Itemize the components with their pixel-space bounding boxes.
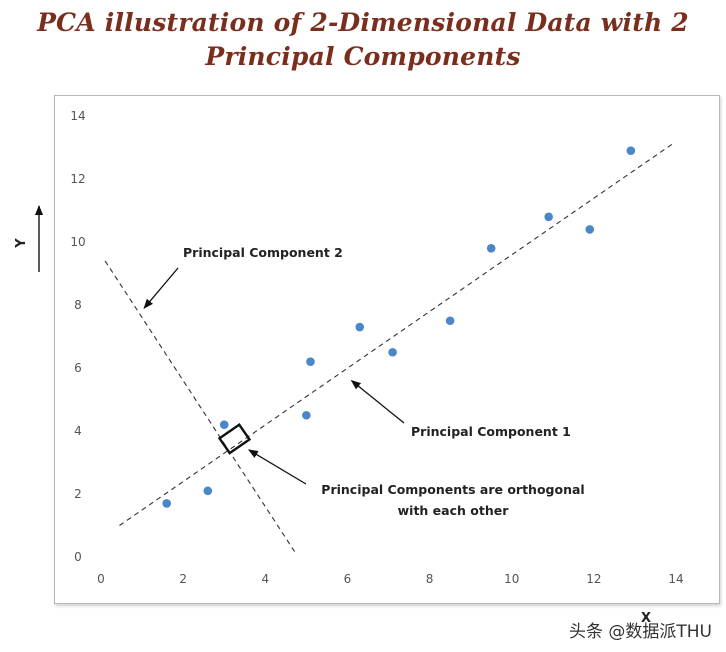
chart-frame	[54, 95, 720, 604]
data-points	[162, 146, 636, 508]
right-angle-marker	[217, 422, 252, 455]
x-axis-label: X	[641, 611, 651, 626]
annotation-arrow-orth	[247, 449, 307, 485]
x-tick-label: 8	[426, 572, 434, 586]
x-tick-label: 12	[586, 572, 601, 586]
data-point	[306, 357, 315, 367]
y-tick-label: 4	[74, 424, 82, 438]
data-point	[544, 212, 553, 222]
data-point	[355, 322, 365, 332]
x-tick-label: 14	[668, 572, 683, 586]
principal-component-1-line	[119, 143, 673, 526]
watermark: 头条 @数据派THU	[568, 622, 712, 642]
annotation-arrow-pc2	[143, 267, 179, 309]
data-point	[162, 499, 172, 508]
y-tick-label: 6	[74, 361, 82, 375]
y-tick-label: 2	[74, 487, 82, 501]
y-tick-label: 10	[70, 235, 85, 249]
y-axis-label: Y	[14, 238, 29, 249]
data-point	[486, 244, 496, 253]
principal-component-lines	[104, 143, 673, 555]
annotation-pc2: Principal Component 2	[183, 245, 343, 260]
data-point	[388, 347, 397, 357]
x-tick-label: 0	[97, 572, 105, 586]
data-point	[203, 486, 213, 496]
x-tick-label: 10	[504, 572, 519, 586]
x-tick-label: 2	[179, 572, 187, 586]
annotation-arrows	[143, 267, 405, 485]
data-point	[219, 420, 229, 430]
annotation-arrow-pc1	[350, 379, 405, 424]
y-tick-label: 0	[74, 550, 82, 564]
principal-component-2-line	[104, 260, 297, 555]
y-axis-tick-labels: 0 2 4 6 8 10 12 14	[70, 109, 85, 564]
x-axis-tick-labels: 0 2 4 6 8 10 12 14	[97, 572, 683, 586]
y-tick-label: 14	[70, 109, 85, 123]
y-tick-label: 8	[74, 298, 82, 312]
x-tick-label: 4	[261, 572, 269, 586]
right-angle-marker-group	[217, 422, 252, 455]
annotation-orthogonal-line-1: Principal Components are orthogonal	[321, 482, 584, 497]
data-point	[445, 316, 455, 326]
y-tick-label: 12	[70, 172, 85, 186]
data-point	[626, 146, 636, 155]
data-point	[585, 225, 595, 234]
x-tick-label: 6	[344, 572, 352, 586]
data-point	[302, 410, 311, 420]
annotation-orthogonal-line-2: with each other	[398, 503, 510, 518]
chart-title-line-1: PCA illustration of 2-Dimensional Data w…	[37, 8, 689, 37]
chart-title-line-2: Principal Components	[205, 42, 521, 71]
annotation-pc1: Principal Component 1	[411, 424, 571, 439]
